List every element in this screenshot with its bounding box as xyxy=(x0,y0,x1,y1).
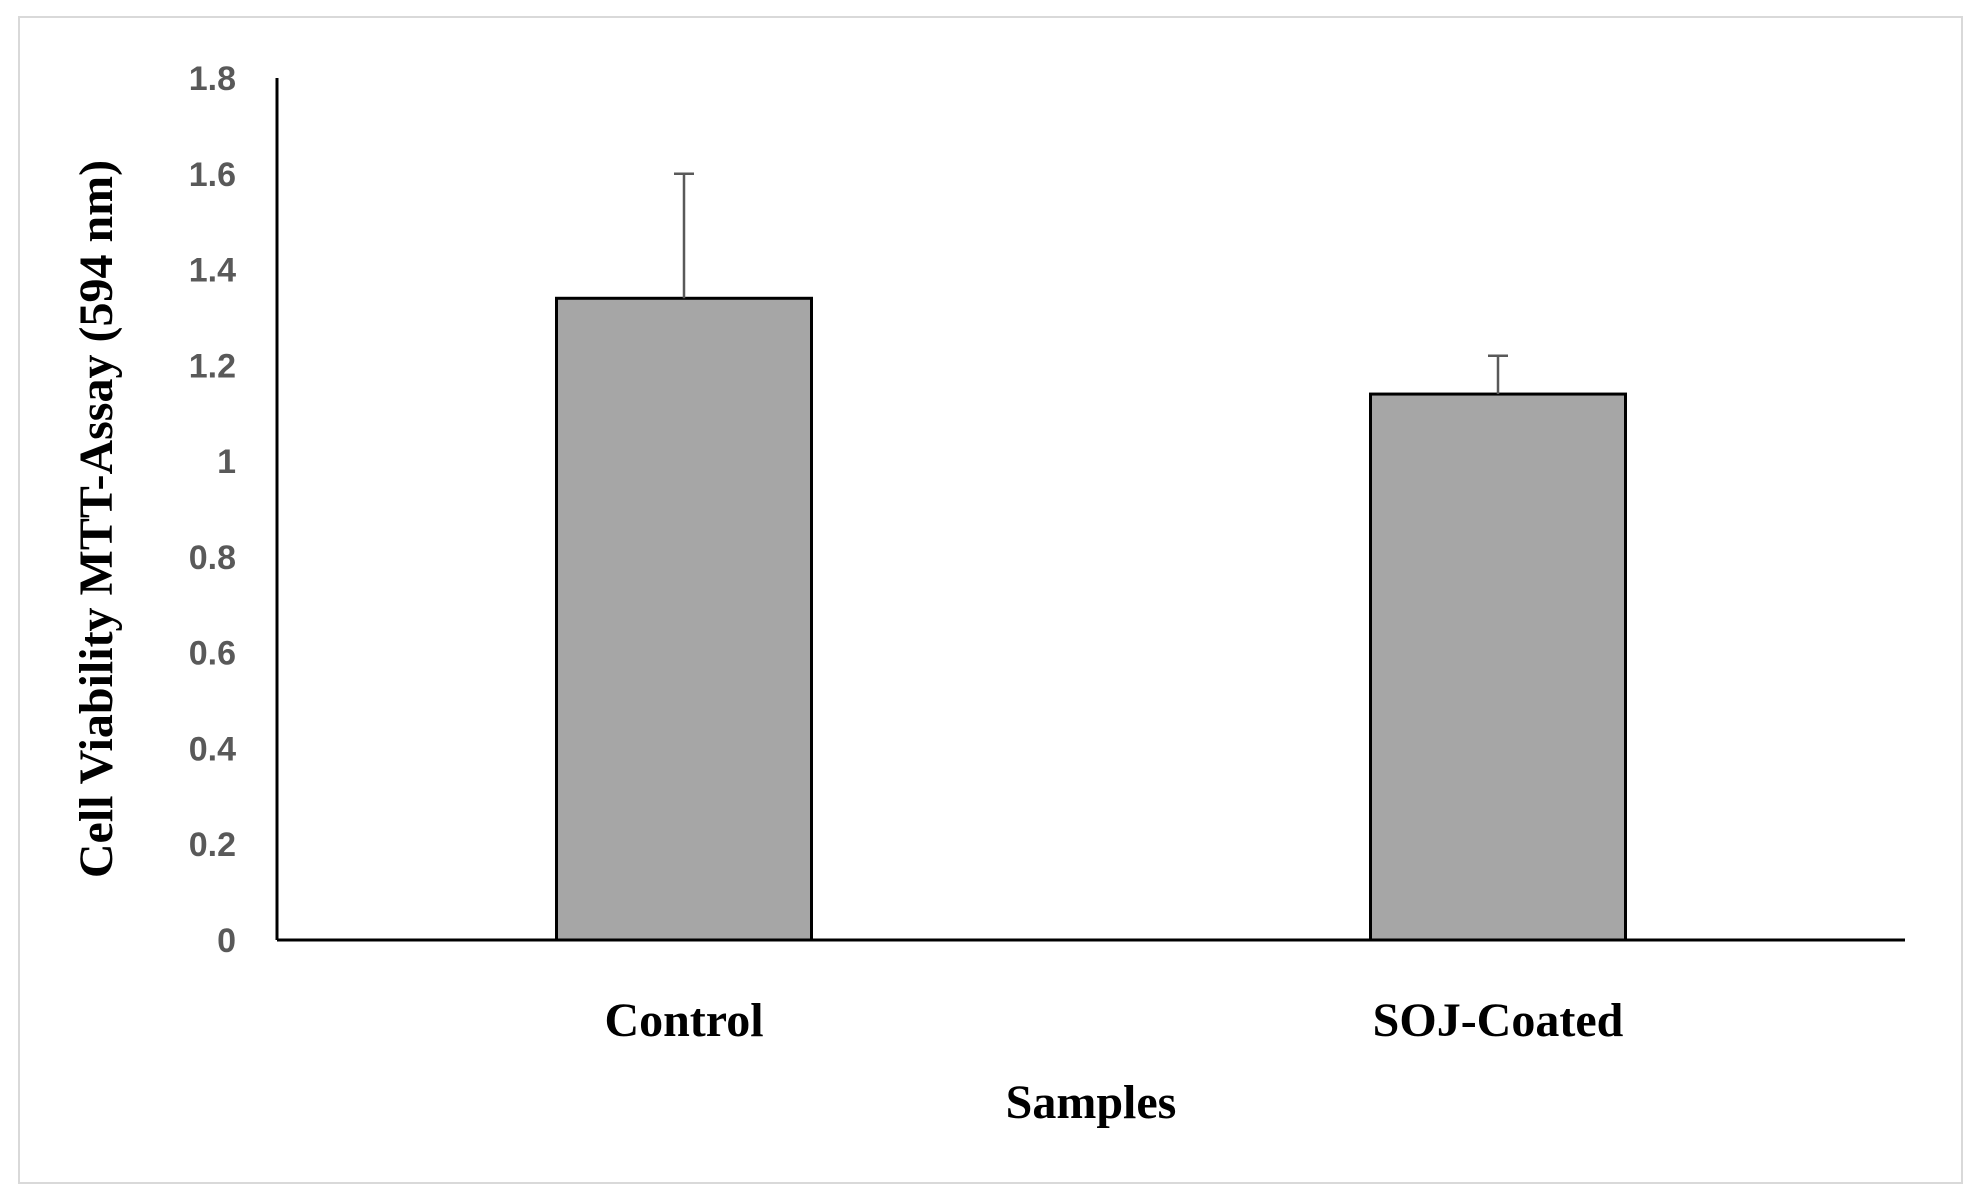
x-category-label: Control xyxy=(604,994,763,1047)
x-category-label: SOJ-Coated xyxy=(1373,994,1624,1047)
bar-control xyxy=(555,296,813,942)
y-axis-title: Cell Viability MTT-Assay (594 nm) xyxy=(70,160,123,878)
y-tick-label: 1.2 xyxy=(189,347,236,385)
y-tick-label: 0.6 xyxy=(189,635,236,673)
y-tick-label: 0 xyxy=(217,922,236,960)
x-axis-title: Samples xyxy=(1006,1076,1177,1129)
y-tick-label: 0.4 xyxy=(189,730,236,768)
y-tick-label: 1 xyxy=(217,443,236,481)
x-axis-category-labels: Control SOJ-Coated xyxy=(604,994,1623,1047)
y-tick-label: 0.8 xyxy=(189,539,236,577)
y-tick-label: 1.6 xyxy=(189,156,236,194)
y-tick-label: 1.8 xyxy=(189,60,236,98)
y-tick-label: 0.2 xyxy=(189,826,236,864)
chart-frame xyxy=(18,16,1963,1184)
error-bar-control xyxy=(674,172,694,299)
error-bar-soj-coated xyxy=(1488,354,1508,395)
y-axis-ticks: 0 0.2 0.4 0.6 0.8 1 1.2 1.4 1.6 1.8 xyxy=(189,60,236,960)
error-bars xyxy=(674,172,1508,395)
bars xyxy=(555,296,1627,942)
y-tick-label: 1.4 xyxy=(189,252,236,290)
bar-soj-coated xyxy=(1369,392,1627,942)
